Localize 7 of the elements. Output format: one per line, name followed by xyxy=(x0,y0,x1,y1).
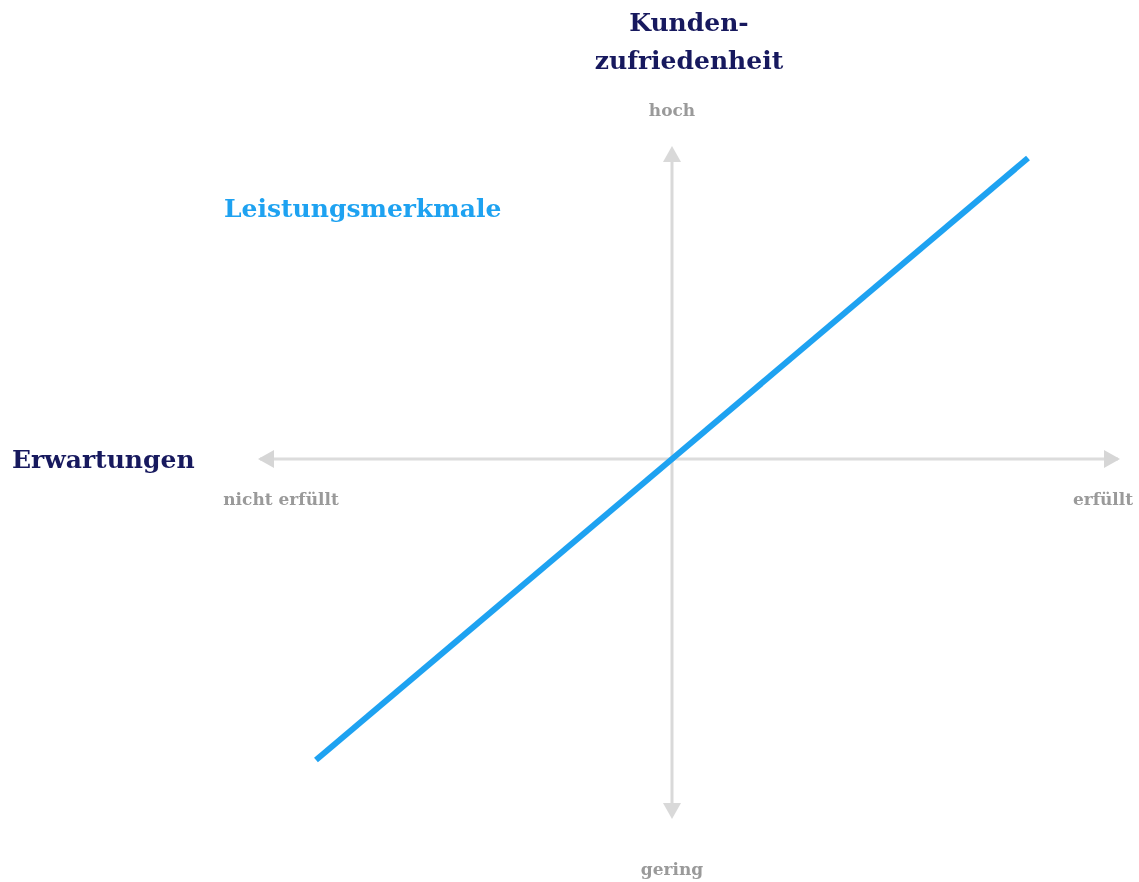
annotation: erfüllt xyxy=(1072,489,1134,509)
text: Leistungsmerkmale xyxy=(224,194,502,223)
y-axis-title: Kunden-zufriedenheit xyxy=(593,7,785,77)
annotation: nicht erfüllt xyxy=(223,489,339,509)
text: gering xyxy=(640,859,704,879)
text: hoch xyxy=(648,100,696,120)
x-axis-title: Erwartungen xyxy=(12,445,195,474)
